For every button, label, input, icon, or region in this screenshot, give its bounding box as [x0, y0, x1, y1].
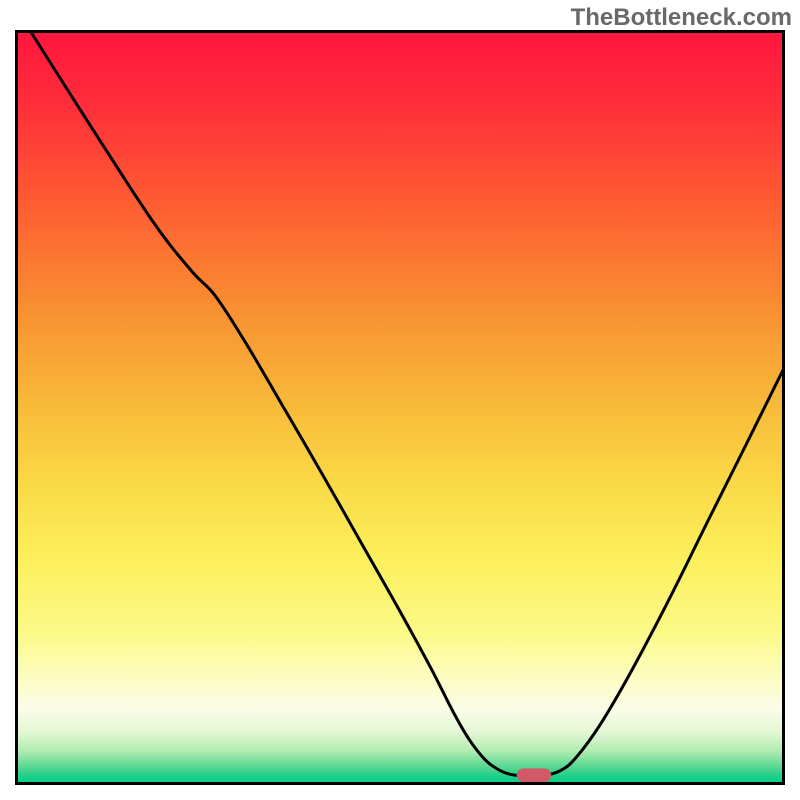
plot-area [15, 30, 785, 785]
gradient-background [15, 30, 785, 785]
highlight-pill [517, 768, 552, 782]
watermark-text: TheBottleneck.com [571, 4, 792, 32]
chart-svg [15, 30, 785, 785]
chart-container: { "watermark": "TheBottleneck.com", "cha… [0, 0, 800, 800]
